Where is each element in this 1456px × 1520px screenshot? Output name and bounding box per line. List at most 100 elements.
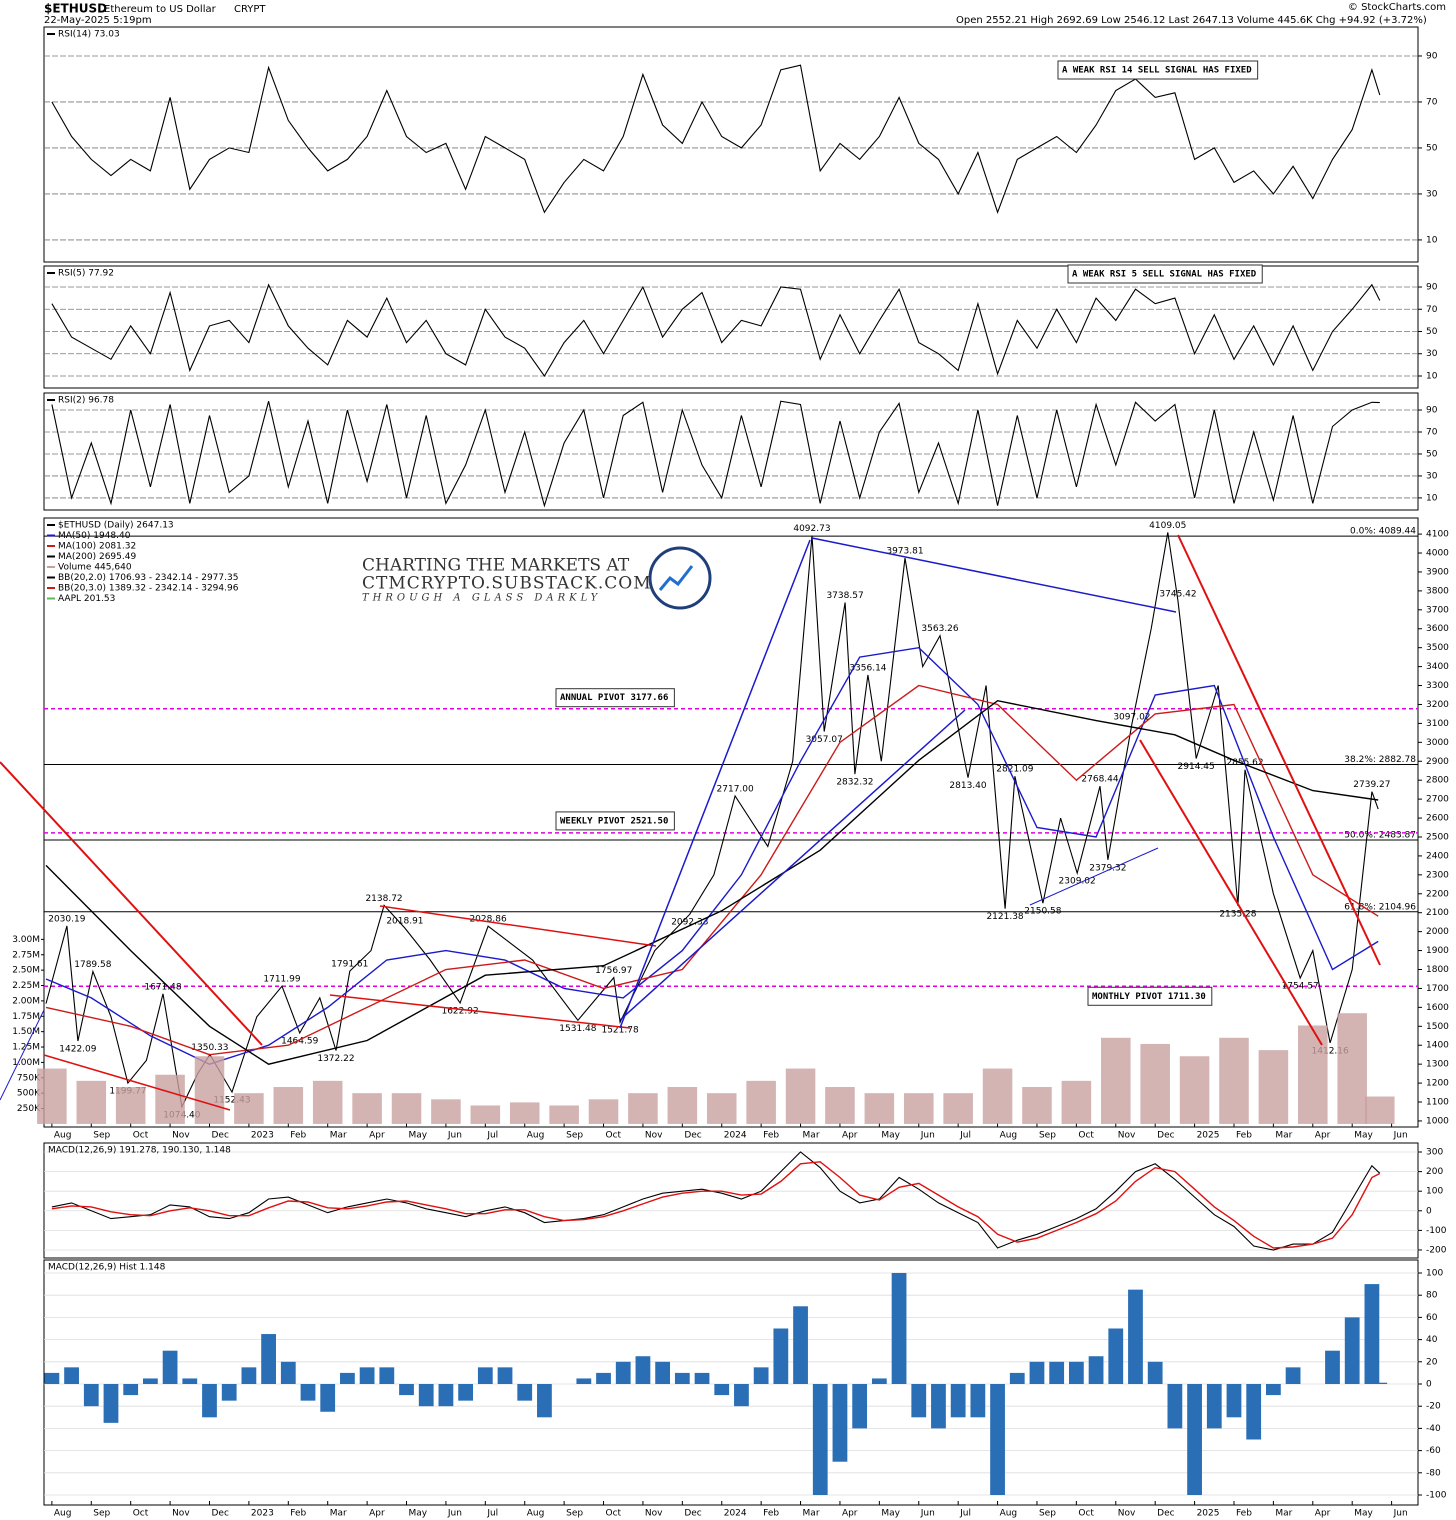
bar xyxy=(1022,1087,1052,1124)
x-tick-label: Mar xyxy=(803,1131,820,1141)
y-tick-label: 300 xyxy=(1426,1148,1443,1158)
x-tick-label: Sep xyxy=(566,1509,583,1519)
y-tick-label: 1600 xyxy=(1426,1003,1449,1013)
x-tick-label: Dec xyxy=(1157,1509,1174,1519)
x-tick-label: May xyxy=(1354,1131,1373,1141)
fib-label: 38.2%: 2882.78 xyxy=(1344,755,1416,765)
bar xyxy=(1068,1361,1084,1384)
x-tick-label: Oct xyxy=(133,1131,149,1141)
x-tick-label: Jun xyxy=(920,1509,935,1519)
legend-label: MA(50) 1948.40 xyxy=(58,531,131,541)
y-tick-label: 10 xyxy=(1426,493,1438,503)
bar xyxy=(359,1367,375,1384)
bar xyxy=(182,1378,198,1384)
x-tick-label: Aug xyxy=(54,1131,72,1141)
trendline xyxy=(619,709,966,1021)
bar xyxy=(812,1383,828,1496)
series-line xyxy=(45,699,1379,1065)
y2-tick-label: 500K xyxy=(17,1089,41,1099)
bar xyxy=(194,1056,225,1124)
bar xyxy=(773,1328,789,1384)
fib-label: 61.8%: 2104.96 xyxy=(1344,902,1416,912)
bar xyxy=(1364,1284,1380,1384)
label-box xyxy=(555,811,675,831)
value-label: 1791.61 xyxy=(331,960,368,970)
panel-title: MACD(12,26,9) 191.278, 190.130, 1.148 xyxy=(48,1146,231,1156)
bar xyxy=(115,1087,146,1124)
y-tick-label: 10 xyxy=(1426,235,1438,245)
y-tick-label: 40 xyxy=(1426,1335,1438,1345)
bar xyxy=(312,1080,343,1124)
x-tick-label: Dec xyxy=(1157,1131,1174,1141)
bar xyxy=(438,1383,454,1407)
x-tick-label: May xyxy=(881,1131,900,1141)
bar xyxy=(202,1383,217,1418)
logo-arrow xyxy=(658,565,694,591)
x-tick-label: Mar xyxy=(1275,1131,1292,1141)
y-tick-label: 3200 xyxy=(1426,700,1449,710)
x-tick-label: Aug xyxy=(1000,1131,1018,1141)
bar xyxy=(903,1093,934,1124)
bar xyxy=(635,1356,651,1384)
x-tick-label: Nov xyxy=(645,1131,663,1141)
quote: Open 2552.21 High 2692.69 Low 2546.12 La… xyxy=(956,15,1427,26)
series-line xyxy=(51,283,1381,378)
drawings: CHARTING THE MARKETS AT CTMCRYPTO.SUBSTA… xyxy=(0,534,1381,1111)
bar xyxy=(549,1105,579,1124)
value-label: 2739.27 xyxy=(1353,780,1390,790)
x-tick-label: Oct xyxy=(1078,1509,1094,1519)
value-label: 3563.26 xyxy=(921,624,958,634)
value-label: 2309.02 xyxy=(1059,877,1096,887)
value-label: 3097.02 xyxy=(1113,712,1150,722)
y2-tick-label: 2.75M xyxy=(12,950,40,960)
bar xyxy=(1298,1025,1328,1124)
x-tick-label: Jun xyxy=(447,1509,462,1519)
bar xyxy=(320,1383,336,1412)
value-label: 2832.32 xyxy=(836,778,873,788)
trendline xyxy=(0,761,263,1046)
y-tick-label: 60 xyxy=(1426,1313,1438,1323)
y-tick-label: 80 xyxy=(1426,1291,1438,1301)
bar xyxy=(931,1383,946,1429)
x-tick-label: Sep xyxy=(93,1131,110,1141)
value-label: 2379.32 xyxy=(1089,863,1126,873)
bar xyxy=(537,1383,552,1418)
y-tick-label: 90 xyxy=(1426,51,1438,61)
value-label: 1622.92 xyxy=(441,1007,478,1017)
value-label: 1671.48 xyxy=(144,982,181,992)
x-tick-label: Jul xyxy=(486,1509,498,1519)
bar xyxy=(234,1093,264,1124)
bar xyxy=(37,1068,67,1124)
x-tick-label: Jun xyxy=(920,1131,935,1141)
bar xyxy=(431,1099,461,1124)
bar xyxy=(1140,1043,1170,1124)
bar xyxy=(825,1087,855,1124)
bar xyxy=(1147,1361,1163,1384)
bar xyxy=(615,1361,631,1384)
y-tick-label: 4000 xyxy=(1426,549,1449,559)
y-tick-label: 3300 xyxy=(1426,681,1449,691)
y-tick-label: 1700 xyxy=(1426,984,1449,994)
bar xyxy=(871,1378,887,1384)
value-label: 3745.42 xyxy=(1159,590,1196,600)
value-label: 1152.43 xyxy=(213,1096,250,1106)
bar xyxy=(497,1367,513,1384)
value-label: 1789.58 xyxy=(74,960,111,970)
bar xyxy=(982,1068,1013,1124)
bar xyxy=(1246,1383,1262,1440)
y-tick-label: 50 xyxy=(1426,143,1438,153)
legend-label: BB(20,3.0) 1389.32 - 2342.14 - 3294.96 xyxy=(58,584,239,594)
x-tick-label: May xyxy=(409,1509,428,1519)
x-tick-label: Jun xyxy=(1393,1131,1408,1141)
y-tick-label: 100 xyxy=(1426,1268,1443,1278)
x-tick-label: Apr xyxy=(1315,1509,1331,1519)
x-tick-label: Nov xyxy=(1118,1509,1136,1519)
value-label: 1372.22 xyxy=(317,1054,354,1064)
date: 22-May-2025 5:19pm xyxy=(44,15,152,26)
bar xyxy=(1108,1328,1124,1384)
y-tick-label: 3800 xyxy=(1426,586,1449,596)
y-tick-label: 1900 xyxy=(1426,946,1449,956)
callout-box: A WEAK RSI 5 SELL SIGNAL HAS FIXED xyxy=(1067,264,1263,284)
x-tick-label: Feb xyxy=(290,1131,306,1141)
bar xyxy=(706,1093,737,1124)
